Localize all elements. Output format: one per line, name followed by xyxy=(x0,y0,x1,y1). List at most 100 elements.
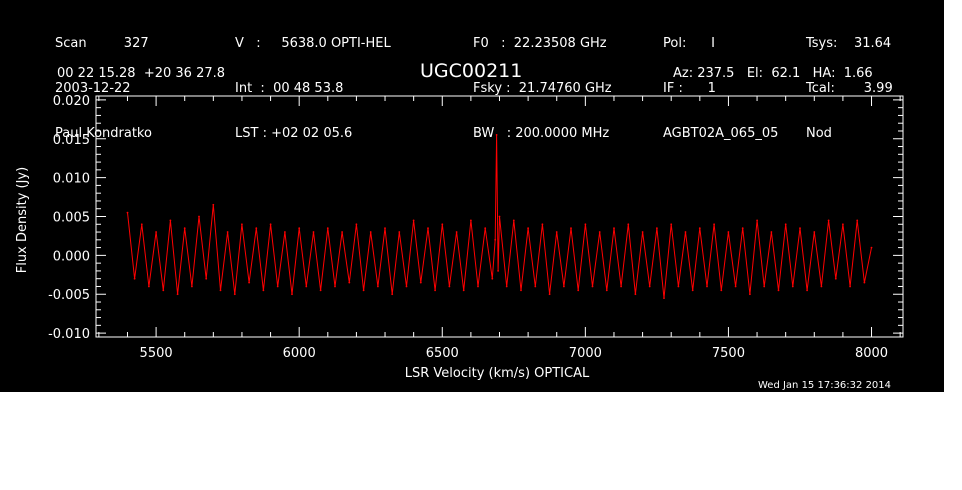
spectrum-data-point xyxy=(741,227,744,230)
spectrum-data-point xyxy=(591,285,594,288)
spectrum-data-point xyxy=(763,285,766,288)
y-tick-label: 0.005 xyxy=(53,211,90,226)
scan-info: Scan 327 2003-12-22 Paul Kondratko xyxy=(55,6,152,171)
spectrum-data-point xyxy=(462,289,465,292)
spectrum-data-point xyxy=(670,223,673,226)
spectrum-data-point xyxy=(505,285,508,288)
spectrum-data-point xyxy=(155,231,158,233)
spectrum-data-point xyxy=(684,231,687,233)
spectrum-data-point xyxy=(448,285,451,288)
spectrum-data-point xyxy=(369,231,372,233)
rest-frequency: F0 : 22.23508 GHz xyxy=(473,36,607,51)
spectrum-data-point xyxy=(555,231,558,233)
spectrum-data-point xyxy=(219,289,222,292)
spectrum-data-point xyxy=(534,285,537,288)
project-id: AGBT02A_065_05 xyxy=(663,126,779,141)
polarization: Pol: I xyxy=(663,36,715,51)
spectrum-data-point xyxy=(777,289,780,292)
system-info: Tsys: 31.64 Tcal: 3.99 Nod xyxy=(806,6,893,171)
spectrum-data-point xyxy=(362,289,365,292)
spectrum-data-point xyxy=(656,227,658,230)
source-coordinates: 00 22 15.28 +20 36 27.8 xyxy=(57,66,226,81)
spectrum-data-point xyxy=(605,289,608,292)
y-axis-label: Flux Density (Jy) xyxy=(15,167,30,273)
spectrum-data-point xyxy=(799,227,801,230)
spectrum-data-point xyxy=(391,293,394,296)
spectrum-data-point xyxy=(734,285,737,288)
spectrum-data-point xyxy=(870,246,873,249)
spectrum-data-point xyxy=(212,203,215,206)
integration-time: Int : 00 48 53.8 xyxy=(235,81,344,96)
spectrum-data-point xyxy=(706,285,708,288)
spectrum-data-point xyxy=(384,227,386,230)
spectrum-data-point xyxy=(126,211,129,214)
spectrum-data-point xyxy=(291,293,293,296)
spectrum-data-point xyxy=(305,285,308,288)
spectrum-data-point xyxy=(183,227,186,230)
object-name: UGC00211 xyxy=(420,60,523,82)
x-tick-label: 5500 xyxy=(140,346,173,361)
spectrum-data-point xyxy=(262,289,265,292)
spectrum-data-point xyxy=(834,277,837,280)
spectrum-data-point xyxy=(341,231,343,233)
spectrum-plot-panel: Scan 327 2003-12-22 Paul Kondratko V : 5… xyxy=(0,0,944,392)
spectrum-data-point xyxy=(298,227,301,230)
spectrum-data-point xyxy=(641,231,644,233)
sky-frequency: Fsky : 21.74760 GHz xyxy=(473,81,612,96)
spectrum-data-point xyxy=(326,227,329,230)
spectrum-data-point xyxy=(284,231,286,233)
spectrum-data-point xyxy=(355,223,358,226)
spectrum-data-point xyxy=(620,285,622,288)
spectrum-data-point xyxy=(455,231,458,233)
spectrum-data-point xyxy=(791,285,794,288)
frequency-info: F0 : 22.23508 GHz Fsky : 21.74760 GHz BW… xyxy=(473,6,612,171)
spectrum-data-point xyxy=(419,281,422,284)
spectrum-data-point xyxy=(427,227,429,230)
tsys: Tsys: 31.64 xyxy=(806,36,892,51)
x-tick-label: 7500 xyxy=(712,346,745,361)
x-tick-label: 7000 xyxy=(569,346,602,361)
y-tick-label: 0.020 xyxy=(53,94,90,109)
chart-axes: 5500 6000 6500 7000 7500 8000 -0.010 -0.005 0.00… xyxy=(48,94,904,361)
lst-value: LST : +02 02 05.6 xyxy=(235,126,353,141)
y-tick-label: 0.000 xyxy=(53,249,90,264)
spectrum-data-point xyxy=(133,277,136,280)
spectrum-data-point xyxy=(563,285,565,288)
y-tick-label: 0.010 xyxy=(53,172,90,187)
spectrum-data-point xyxy=(663,297,665,299)
spectrum-data-point xyxy=(856,219,859,222)
spectrum-data-point xyxy=(827,219,830,222)
receiver-info: Pol: I IF : 1 AGBT02A_065_05 xyxy=(663,6,778,171)
scan-number: Scan 327 xyxy=(55,36,149,51)
spectrum-data-point xyxy=(470,219,472,222)
spectrum-data-point xyxy=(412,219,415,222)
spectrum-chart: 5500 6000 6500 7000 7500 8000 -0.010 -0.005 0.00… xyxy=(15,94,904,381)
spectrum-data-point xyxy=(276,285,279,288)
spectrum-data-point xyxy=(248,281,251,284)
source-velocity: V : 5638.0 OPTI-HEL xyxy=(235,36,391,51)
spectrum-data-point xyxy=(205,277,208,280)
spectrum-data-point xyxy=(541,223,544,226)
spectrum-data-point xyxy=(813,231,816,233)
x-axis-label: LSR Velocity (km/s) OPTICAL xyxy=(405,366,590,381)
x-tick-label: 8000 xyxy=(855,346,888,361)
spectrum-data-point xyxy=(477,285,479,288)
spectrum-data-point xyxy=(140,223,143,226)
spectrum-data-point xyxy=(494,238,497,241)
spectrum-data-point xyxy=(334,285,336,288)
spectrum-data-point xyxy=(148,285,150,288)
observation-date: 2003-12-22 xyxy=(55,81,131,96)
spectrum-data-point xyxy=(512,219,515,222)
spectrum-data-point xyxy=(784,223,787,226)
spectrum-data-point xyxy=(691,289,694,292)
spectrum-data-point xyxy=(548,293,551,296)
spectrum-data-point xyxy=(849,285,851,288)
if-number: IF : 1 xyxy=(663,81,716,96)
spectrum-data-point xyxy=(634,293,637,296)
spectrum-data-point xyxy=(405,285,408,288)
bandwidth: BW : 200.0000 MHz xyxy=(473,126,610,141)
spectrum-data-point xyxy=(377,285,379,288)
spectrum-data-point xyxy=(176,293,179,296)
plot-timestamp: Wed Jan 15 17:36:32 2014 xyxy=(758,380,892,391)
